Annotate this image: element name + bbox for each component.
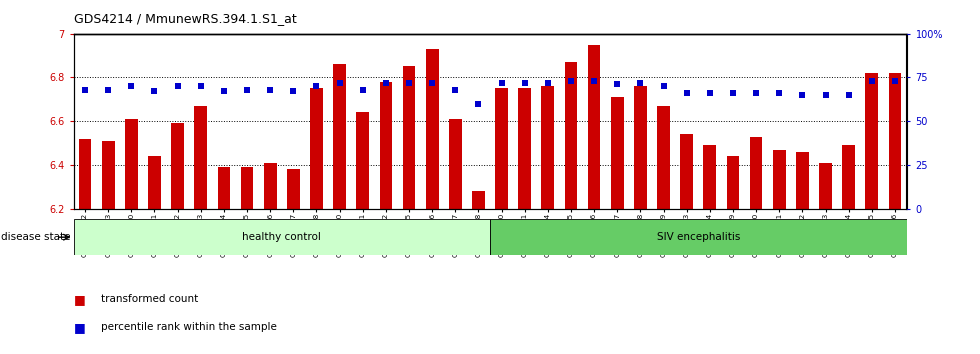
Bar [704,145,716,209]
Point [564,78,579,84]
Bar [264,163,276,209]
Point [100,87,116,92]
Bar [634,86,647,209]
Bar [148,156,161,209]
Text: SIV encephalitis: SIV encephalitis [657,232,740,242]
Text: GDS4214 / MmunewRS.394.1.S1_at: GDS4214 / MmunewRS.394.1.S1_at [74,12,296,25]
Text: transformed count: transformed count [101,294,198,304]
Point [470,101,486,107]
Point [216,88,231,94]
Bar [842,145,855,209]
Bar [218,167,230,209]
Point [170,84,185,89]
Point [285,88,301,94]
Point [586,78,602,84]
Point [817,92,833,98]
Bar [425,49,438,209]
Bar [542,86,555,209]
Bar [518,88,531,209]
Bar [773,150,786,209]
Text: disease state: disease state [1,232,71,242]
Bar [726,156,739,209]
Text: ■: ■ [74,321,85,334]
Bar [78,139,91,209]
Bar [588,45,601,209]
Point [401,80,416,86]
Bar [819,163,832,209]
Point [749,90,764,96]
Bar [472,192,485,209]
Text: percentile rank within the sample: percentile rank within the sample [101,322,276,332]
Bar [379,82,392,209]
Bar [403,67,416,209]
Point [516,80,532,86]
Point [332,80,348,86]
Bar [172,124,184,209]
Bar [125,119,138,209]
Point [841,92,857,98]
Point [656,84,671,89]
Point [864,78,880,84]
Point [193,84,209,89]
Bar [564,62,577,209]
Point [771,90,787,96]
Bar [287,170,300,209]
Bar [449,119,462,209]
Point [679,90,695,96]
Point [795,92,810,98]
Point [610,82,625,87]
Point [355,87,370,92]
Bar [102,141,115,209]
Bar [750,137,762,209]
Bar [865,73,878,209]
Bar [74,219,490,255]
Point [887,78,903,84]
Bar [241,167,254,209]
Bar [490,219,906,255]
Bar [889,73,902,209]
Point [702,90,717,96]
Bar [796,152,808,209]
Bar [194,106,207,209]
Point [123,84,139,89]
Point [263,87,278,92]
Point [540,80,556,86]
Bar [310,88,322,209]
Point [448,87,464,92]
Bar [333,64,346,209]
Bar [658,106,670,209]
Text: ■: ■ [74,293,85,306]
Point [632,80,648,86]
Point [147,88,163,94]
Point [378,80,394,86]
Text: healthy control: healthy control [242,232,321,242]
Point [239,87,255,92]
Bar [680,135,693,209]
Bar [357,113,369,209]
Point [494,80,510,86]
Bar [611,97,623,209]
Bar [495,88,508,209]
Point [309,84,324,89]
Point [424,80,440,86]
Point [77,87,93,92]
Point [725,90,741,96]
